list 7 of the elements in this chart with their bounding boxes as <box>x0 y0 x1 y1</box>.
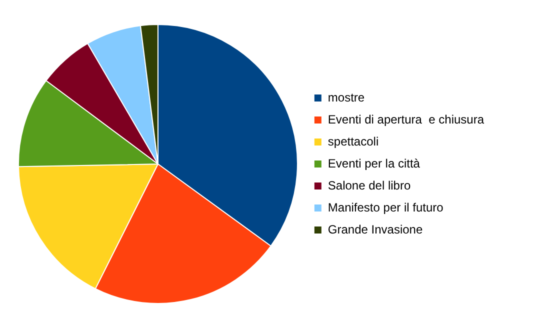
legend-label: spettacoli <box>328 134 379 148</box>
legend-label: Eventi di apertura e chiusura <box>328 112 484 126</box>
legend-label: Eventi per la città <box>328 156 420 170</box>
legend-label: Grande Invasione <box>328 222 423 236</box>
legend-label: Manifesto per il futuro <box>328 200 444 214</box>
legend-label: mostre <box>328 90 365 104</box>
legend-label: Salone del libro <box>328 178 411 192</box>
